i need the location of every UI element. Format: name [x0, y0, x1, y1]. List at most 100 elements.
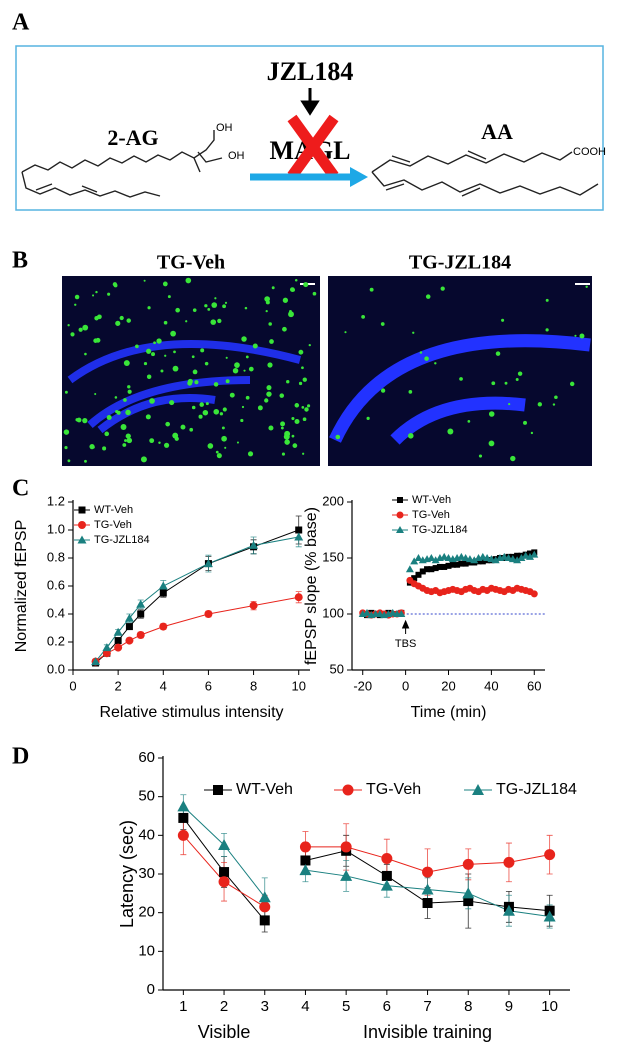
fluorescence-dot: [282, 326, 287, 332]
fluorescence-dot: [149, 438, 155, 444]
fluorescence-dot: [213, 408, 220, 415]
fluorescence-dot: [515, 378, 519, 381]
fluorescence-dot: [63, 429, 70, 435]
fluorescence-dot: [312, 291, 317, 296]
fluorescence-dot: [124, 439, 127, 443]
fluorescence-dot: [294, 418, 300, 425]
fluorescence-dot: [280, 426, 284, 430]
x-tick-label: 5: [342, 998, 350, 1015]
fluorescence-dot: [104, 431, 110, 437]
micrograph: [328, 276, 592, 466]
marker: [125, 623, 133, 631]
marker: [136, 631, 145, 639]
marker: [514, 552, 521, 559]
marker: [462, 858, 474, 870]
x-axis-label: Time (min): [411, 704, 487, 721]
marker: [517, 554, 526, 561]
fluorescence-dot: [303, 282, 309, 288]
marker: [249, 601, 258, 610]
fluorescence-dot: [210, 319, 217, 325]
marker: [114, 643, 123, 652]
fluorescence-dot: [447, 428, 454, 435]
fluorescence-dot: [192, 308, 197, 312]
marker: [218, 839, 231, 850]
carboxyl-label: COOH: [573, 146, 606, 158]
fluorescence-dot: [174, 436, 179, 441]
marker: [543, 910, 556, 922]
fluorescence-dot: [156, 338, 162, 344]
fluorescence-dot: [126, 318, 131, 323]
panel-letter: B: [12, 248, 28, 274]
fluorescence-dot: [147, 306, 151, 310]
fluorescence-dot: [205, 402, 209, 406]
fluorescence-dot: [344, 331, 347, 334]
fluorescence-dot: [175, 307, 180, 313]
fluorescence-dot: [119, 315, 124, 321]
fluorescence-dot: [232, 367, 239, 374]
marker: [396, 526, 404, 533]
scheme-box: [15, 45, 604, 211]
fluorescence-dot: [149, 398, 155, 404]
fluorescence-dot: [283, 299, 287, 303]
fluorescence-dot: [207, 443, 214, 449]
fluorescence-dot: [245, 395, 250, 400]
fluorescence-dot: [265, 310, 268, 313]
fluorescence-dot: [248, 366, 254, 372]
marker: [91, 657, 101, 666]
marker: [249, 540, 259, 549]
image-title: TG-Veh: [157, 252, 225, 274]
fluorescence-dot: [244, 306, 248, 310]
fluorescence-dot: [200, 348, 205, 353]
marker: [410, 557, 419, 565]
fluorescence-dot: [579, 333, 585, 339]
tissue-band: [329, 334, 591, 445]
fluorescence-dot: [82, 324, 89, 331]
marker: [177, 800, 190, 812]
x-tick-label: 6: [205, 678, 212, 693]
hydroxyl-label: OH: [216, 122, 233, 134]
marker: [462, 560, 469, 567]
fluorescence-dot: [508, 402, 511, 406]
fluorescence-dot: [301, 366, 304, 370]
marker: [159, 622, 168, 631]
fluorescence-dot: [92, 294, 95, 297]
fluorescence-dot: [94, 316, 99, 321]
marker: [259, 901, 271, 913]
marker: [424, 566, 431, 573]
x-tick-label: 0: [402, 678, 409, 693]
fluorescence-dot: [434, 362, 437, 365]
marker: [422, 866, 434, 878]
fluorescence-dot: [187, 380, 193, 386]
marker: [158, 581, 168, 590]
fluorescence-dot: [301, 406, 305, 409]
marker: [259, 915, 270, 926]
x-tick-label: -20: [353, 678, 372, 693]
x-tick-label: 8: [250, 678, 257, 693]
marker: [219, 867, 230, 878]
fluorescence-dot: [294, 403, 300, 408]
fluorescence-dot: [488, 411, 495, 417]
fluorescence-dot: [268, 425, 274, 431]
marker: [340, 841, 352, 853]
fluorescence-dot: [127, 385, 131, 389]
marker: [421, 883, 434, 895]
fluorescence-dot: [269, 339, 274, 344]
marker: [124, 613, 134, 622]
substrate-label: 2-AG: [107, 125, 158, 150]
y-tick-label: 10: [138, 942, 155, 959]
fluorescence-dot: [211, 302, 218, 308]
fluorescence-dot: [467, 419, 471, 423]
x-tick-label: 8: [464, 998, 472, 1015]
fluorescence-dot: [169, 400, 175, 406]
fluorescence-dot: [123, 360, 130, 367]
fluorescence-dot: [545, 328, 549, 332]
fluorescence-dot: [361, 315, 365, 319]
marker: [113, 627, 123, 636]
legend-label: WT-Veh: [236, 781, 293, 798]
legend-label: TG-Veh: [366, 781, 421, 798]
marker: [159, 589, 167, 597]
marker: [213, 785, 223, 795]
fluorescence-dot: [245, 355, 249, 359]
legend-label: WT-Veh: [412, 494, 451, 506]
fluorescence-dot: [163, 442, 170, 448]
